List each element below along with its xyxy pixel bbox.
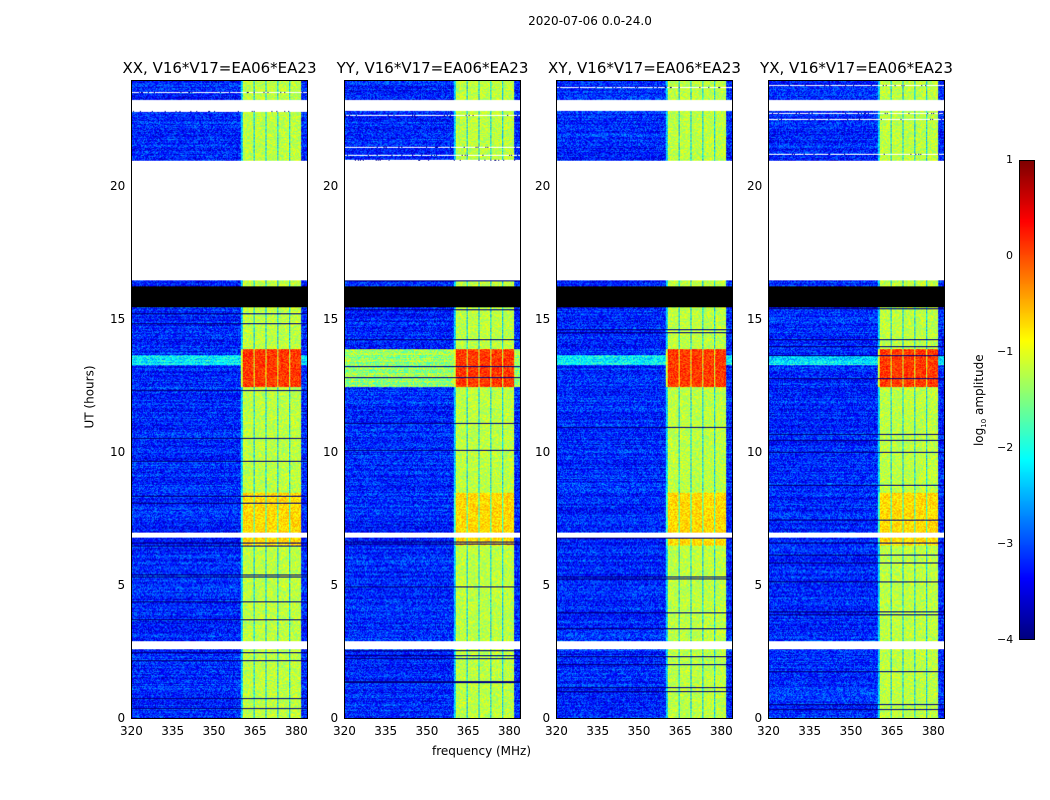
waterfall-panel-2 <box>556 80 733 719</box>
x-tick-label: 365 <box>880 724 904 738</box>
colorbar-label-rest: amplitude <box>971 354 986 419</box>
colorbar-label: log10 amplitude <box>972 350 988 450</box>
y-tick-label: 10 <box>747 444 763 459</box>
y-tick-label: 0 <box>542 711 551 725</box>
panel-title-2: XY, V16*V17=EA06*EA23 <box>548 59 741 77</box>
y-tick-label: 20 <box>110 178 126 193</box>
x-axis-label: frequency (MHz) <box>432 744 532 758</box>
colorbar-tick-label: −4 <box>997 633 1014 646</box>
x-tick-label: 335 <box>586 724 610 738</box>
waterfall-panel-1 <box>344 80 521 719</box>
x-tick-label: 335 <box>161 724 185 738</box>
y-tick-label: 10 <box>323 444 339 459</box>
y-tick-label: 15 <box>323 311 339 326</box>
colorbar-tick-label: 1 <box>1006 153 1013 166</box>
waterfall-image-2 <box>557 81 732 718</box>
x-tick-label: 365 <box>243 724 267 738</box>
waterfall-panel-0 <box>131 80 308 719</box>
figure-title: 2020-07-06 0.0-24.0 <box>528 14 652 28</box>
y-tick-label: 5 <box>754 577 763 592</box>
x-tick-label: 380 <box>921 724 945 738</box>
y-tick-label: 5 <box>542 577 551 592</box>
y-tick-label: 20 <box>535 178 551 193</box>
waterfall-image-0 <box>132 81 307 718</box>
y-tick-label: 15 <box>110 311 126 326</box>
x-tick-label: 365 <box>668 724 692 738</box>
x-tick-label: 365 <box>456 724 480 738</box>
x-tick-label: 320 <box>545 724 568 738</box>
colorbar-tick-label: 0 <box>1006 249 1013 262</box>
y-tick-label: 10 <box>110 444 126 459</box>
x-tick-label: 320 <box>757 724 780 738</box>
y-tick-label: 15 <box>747 311 763 326</box>
y-tick-label: 0 <box>754 711 763 725</box>
y-tick-label: 5 <box>117 577 126 592</box>
y-axis-label: UT (hours) <box>82 365 97 429</box>
colorbar-tick-label: −3 <box>997 537 1014 550</box>
y-tick-label: 15 <box>535 311 551 326</box>
y-tick-label: 0 <box>330 711 339 725</box>
waterfall-image-1 <box>345 81 520 718</box>
panel-title-3: YX, V16*V17=EA06*EA23 <box>760 59 953 77</box>
waterfall-image-3 <box>769 81 944 718</box>
x-tick-label: 350 <box>839 724 863 738</box>
y-tick-label: 5 <box>330 577 339 592</box>
x-tick-label: 335 <box>374 724 398 738</box>
waterfall-panel-3 <box>768 80 945 719</box>
y-tick-label: 10 <box>535 444 551 459</box>
colorbar-label-log: log <box>971 427 986 447</box>
colorbar <box>1019 160 1035 640</box>
colorbar-tick-label: −2 <box>997 441 1014 454</box>
y-tick-label: 0 <box>117 711 126 725</box>
y-tick-label: 20 <box>323 178 339 193</box>
colorbar-label-sub: 10 <box>980 418 989 428</box>
x-tick-label: 320 <box>333 724 356 738</box>
x-tick-label: 350 <box>202 724 226 738</box>
y-tick-label: 20 <box>747 178 763 193</box>
x-tick-label: 350 <box>415 724 439 738</box>
x-tick-label: 320 <box>120 724 143 738</box>
colorbar-tick-label: −1 <box>997 345 1014 358</box>
panel-title-1: YY, V16*V17=EA06*EA23 <box>336 59 529 77</box>
x-tick-label: 380 <box>497 724 521 738</box>
x-tick-label: 335 <box>798 724 822 738</box>
x-tick-label: 380 <box>709 724 733 738</box>
x-tick-label: 350 <box>627 724 651 738</box>
panel-title-0: XX, V16*V17=EA06*EA23 <box>122 59 317 77</box>
x-tick-label: 380 <box>284 724 308 738</box>
